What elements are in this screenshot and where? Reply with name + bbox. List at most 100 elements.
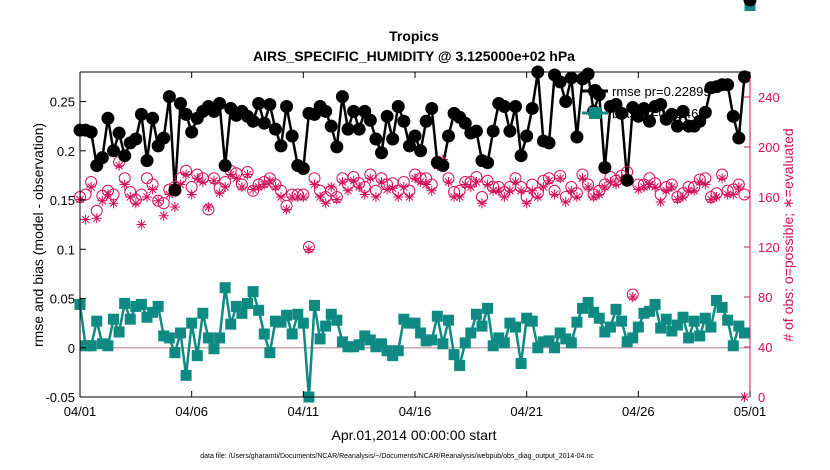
bias-point (96, 338, 108, 350)
y-tick-label: 0.25 (50, 95, 75, 110)
evaluated-point (443, 177, 454, 187)
rmse-point (112, 126, 126, 140)
rmse-point (654, 98, 668, 111)
bias-point (236, 307, 248, 319)
bias-point (671, 319, 683, 331)
legend-bias-label: bias pr=0.01464 (612, 106, 706, 121)
bias-point (141, 311, 153, 323)
bias-point (627, 332, 639, 344)
evaluated-point (555, 173, 566, 184)
bias-point (320, 320, 332, 332)
evaluated-point (130, 198, 141, 209)
rmse-point (335, 90, 349, 104)
bias-point (738, 327, 750, 339)
bias-point (286, 328, 298, 340)
evaluated-point (114, 160, 125, 171)
bias-point (163, 332, 175, 344)
evaluated-point (86, 182, 97, 192)
rmse-point (509, 99, 522, 113)
bias-point (314, 333, 326, 345)
bias-point (694, 330, 706, 342)
bias-point (599, 326, 611, 338)
rmse-point (743, 0, 757, 7)
rmse-point (559, 95, 573, 109)
rmse-point (296, 162, 310, 176)
bias-point (482, 302, 494, 314)
evaluated-point (426, 185, 437, 196)
rmse-point (134, 107, 148, 121)
evaluated-point (169, 202, 180, 212)
bias-point (504, 317, 516, 329)
bias-point (370, 341, 382, 353)
bias-point (711, 294, 722, 306)
bias-point (705, 321, 717, 333)
evaluated-point (309, 179, 320, 190)
bias-point (258, 328, 270, 340)
rmse-point (676, 104, 690, 118)
evaluated-point (700, 179, 711, 190)
bias-point (264, 347, 276, 359)
bias-point (186, 317, 198, 329)
bias-point (666, 325, 678, 337)
evaluated-point (370, 192, 381, 202)
evaluated-point (711, 192, 722, 202)
rmse-point (419, 114, 433, 128)
x-tick-label: 04/11 (288, 404, 320, 419)
evaluated-point (599, 182, 610, 192)
x-tick-label: 04/06 (175, 404, 208, 419)
rmse-point (520, 129, 534, 143)
chart-title: Tropics (389, 28, 439, 44)
bias-point (219, 282, 231, 294)
bias-point (683, 332, 695, 344)
bias-point (454, 359, 466, 371)
bias-point (191, 350, 203, 362)
rmse-point (107, 144, 120, 158)
bias-point (493, 332, 505, 344)
bias-point (269, 315, 281, 327)
evaluated-point (454, 192, 465, 202)
bias-point (292, 308, 304, 320)
bias-point (498, 337, 510, 349)
evaluated-point (220, 182, 231, 192)
bias-point (443, 314, 454, 326)
bias-point (532, 342, 544, 354)
rmse-point (268, 122, 282, 136)
rmse-point (553, 75, 567, 89)
bias-point (420, 335, 432, 347)
rmse-point (570, 130, 584, 144)
bias-point (376, 338, 387, 350)
bias-point (660, 313, 672, 325)
evaluated-point (504, 185, 515, 196)
bias-point (699, 312, 711, 324)
bias-point (571, 316, 583, 328)
evaluated-point (203, 202, 214, 212)
possible-point (152, 194, 165, 207)
rmse-point (469, 124, 483, 138)
bias-point (655, 322, 667, 334)
rmse-point (174, 97, 187, 111)
evaluated-point (119, 179, 130, 190)
bias-point (197, 307, 209, 319)
evaluated-point (728, 189, 739, 200)
rmse-point (162, 90, 176, 104)
legend-rmse-marker (588, 84, 602, 98)
bias-point (521, 312, 533, 324)
rmse-point (330, 140, 344, 154)
bias-point (169, 347, 181, 359)
x-axis-label: Apr.01,2014 00:00:00 start (331, 427, 496, 443)
rmse-point (402, 139, 416, 153)
bias-point (733, 320, 745, 332)
bias-point (554, 327, 566, 339)
bias-point (565, 337, 577, 349)
y-axis-label: rmse and bias (model - observation) (30, 123, 46, 347)
rmse-point (218, 159, 232, 173)
evaluated-point (147, 184, 158, 195)
rmse-point (252, 97, 266, 111)
y-right-tick-label: 240 (758, 90, 780, 105)
evaluated-point (583, 182, 594, 192)
evaluated-point (186, 189, 197, 200)
evaluated-point (97, 195, 108, 206)
rmse-point (157, 131, 171, 145)
bias-point (147, 306, 159, 318)
y-tick-label: 0.2 (57, 144, 75, 159)
